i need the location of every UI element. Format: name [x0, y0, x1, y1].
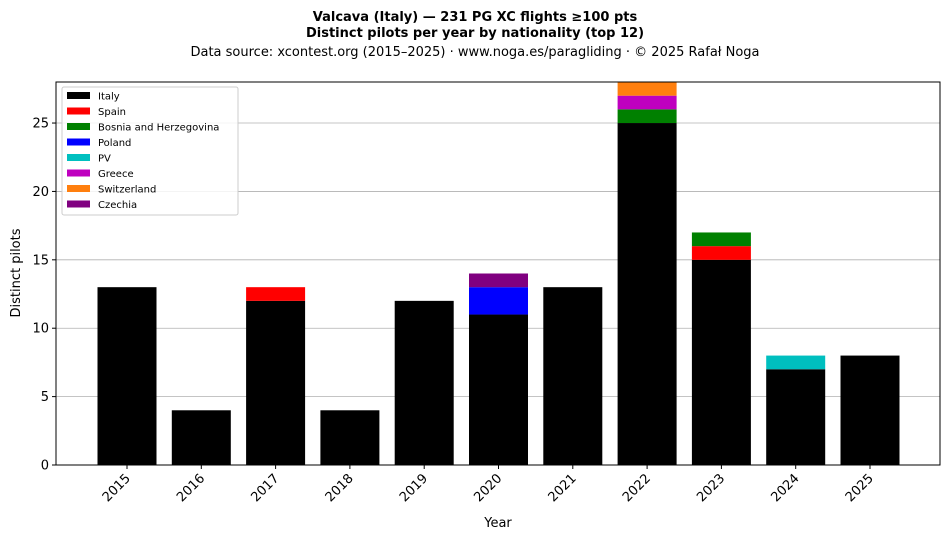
bar-segment [171, 410, 231, 465]
y-tick-label: 10 [32, 322, 49, 337]
legend-swatch [67, 107, 90, 115]
x-tick-label: 2016 [174, 471, 208, 505]
legend-swatch [67, 154, 90, 161]
legend-label: Poland [98, 138, 131, 149]
y-tick-label: 5 [41, 390, 49, 405]
legend-label: Czechia [98, 200, 137, 211]
chart-subtitle: Distinct pilots per year by nationality … [306, 26, 644, 41]
x-tick-label: 2023 [694, 471, 728, 505]
legend-swatch [67, 169, 90, 177]
bar-segment [320, 410, 380, 465]
x-tick-label: 2017 [248, 471, 282, 505]
legend-swatch [67, 92, 90, 99]
legend-swatch [67, 138, 90, 146]
bar-segment [691, 232, 751, 247]
x-axis: 2015 2016 2017 2018 2019 2020 2021 2022 2023 2024… [100, 465, 877, 505]
bar-segment [617, 109, 677, 124]
legend-label: PV [98, 154, 111, 165]
x-tick-label: 2024 [769, 471, 803, 505]
x-tick-label: 2018 [323, 471, 357, 505]
x-tick-label: 2015 [100, 471, 134, 505]
bar-segment [766, 369, 826, 465]
x-tick-label: 2020 [471, 471, 505, 505]
legend-label: Bosnia and Herzegovina [98, 123, 219, 134]
x-tick-label: 2022 [620, 471, 654, 505]
y-tick-label: 25 [32, 117, 49, 132]
y-tick-label: 15 [32, 253, 49, 268]
bar-segment [766, 355, 826, 370]
bar-segment [469, 287, 528, 315]
bar-segment [617, 95, 677, 110]
chart-title: Valcava (Italy) — 231 PG XC flights ≥100… [313, 10, 638, 25]
bar-segment [691, 246, 751, 260]
legend-swatch [67, 200, 90, 208]
bar-segment [617, 123, 677, 466]
legend-label: Italy [98, 92, 120, 103]
bar-segment [469, 314, 528, 465]
bar-segment [246, 287, 306, 301]
bar-segment [469, 273, 528, 288]
chart-source: Data source: xcontest.org (2015–2025) · … [190, 45, 759, 60]
bar-segment [543, 287, 603, 465]
y-axis: 0 5 10 15 20 25 [32, 117, 56, 474]
legend-label: Greece [98, 169, 134, 180]
legend-box [61, 86, 239, 216]
y-tick-label: 20 [32, 185, 49, 200]
y-tick-label: 0 [41, 459, 49, 474]
legend-swatch [67, 185, 90, 192]
bars [97, 82, 900, 466]
legend-swatch [67, 123, 90, 130]
bar-segment [691, 259, 751, 465]
x-tick-label: 2021 [546, 471, 580, 505]
bar-segment [394, 300, 454, 465]
legend-label: Switzerland [98, 185, 156, 196]
x-axis-label: Year [483, 516, 512, 531]
x-tick-label: 2019 [397, 471, 431, 505]
bar-segment [617, 82, 677, 96]
legend: Italy Spain Bosnia and Herzegovina Poland PV… [61, 86, 239, 216]
bar-segment [97, 287, 157, 465]
legend-label: Spain [98, 107, 126, 118]
y-axis-label: Distinct pilots [9, 228, 24, 317]
bar-segment [840, 355, 900, 465]
bar-segment [246, 300, 306, 465]
x-tick-label: 2025 [843, 471, 877, 505]
